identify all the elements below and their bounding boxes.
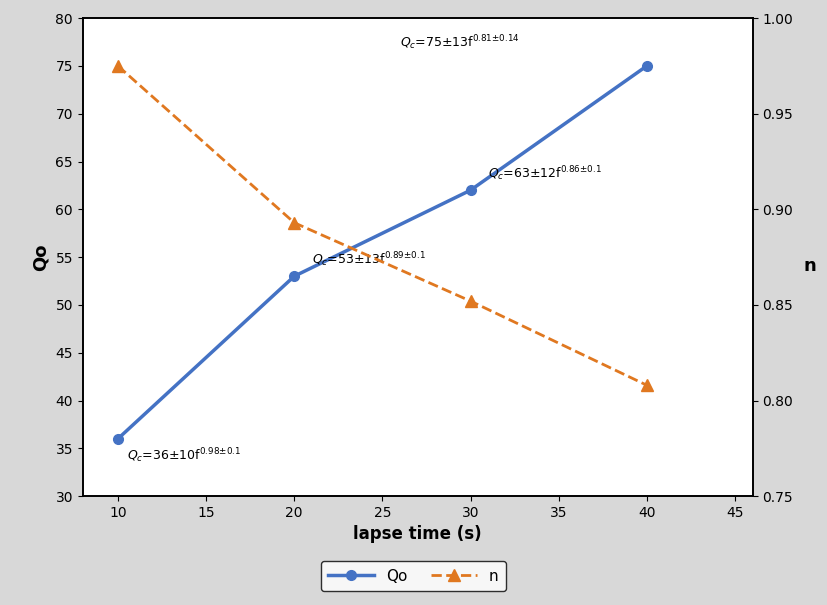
Y-axis label: Qo: Qo bbox=[31, 243, 50, 271]
Text: $Q_c$=63±12f$^{0.86±0.1}$: $Q_c$=63±12f$^{0.86±0.1}$ bbox=[488, 164, 602, 183]
Legend: Qo, n: Qo, n bbox=[321, 561, 506, 591]
Text: $Q_c$=75±13f$^{0.81±0.14}$: $Q_c$=75±13f$^{0.81±0.14}$ bbox=[400, 33, 519, 51]
X-axis label: lapse time (s): lapse time (s) bbox=[353, 525, 482, 543]
Y-axis label: n: n bbox=[803, 257, 816, 275]
Text: $Q_c$=36±10f$^{0.98±0.1}$: $Q_c$=36±10f$^{0.98±0.1}$ bbox=[127, 446, 241, 465]
Text: $Q_c$=53±13f$^{0.89±0.1}$: $Q_c$=53±13f$^{0.89±0.1}$ bbox=[312, 250, 426, 269]
